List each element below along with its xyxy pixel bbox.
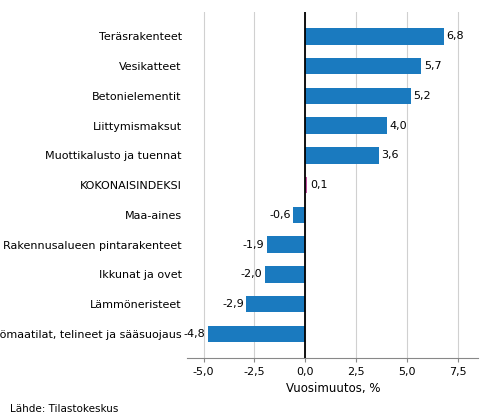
Bar xyxy=(305,177,307,193)
Text: -2,0: -2,0 xyxy=(241,270,262,280)
Bar xyxy=(305,88,411,104)
Text: 6,8: 6,8 xyxy=(446,31,464,41)
X-axis label: Vuosimuutos, %: Vuosimuutos, % xyxy=(285,382,380,395)
Text: -2,9: -2,9 xyxy=(222,299,244,309)
Text: 5,2: 5,2 xyxy=(414,91,431,101)
Bar xyxy=(305,147,379,163)
Text: 5,7: 5,7 xyxy=(423,61,441,71)
Bar xyxy=(267,236,305,253)
Bar xyxy=(246,296,305,312)
Bar xyxy=(305,58,421,74)
Text: -4,8: -4,8 xyxy=(183,329,205,339)
Text: -1,9: -1,9 xyxy=(243,240,264,250)
Bar xyxy=(293,207,305,223)
Text: 4,0: 4,0 xyxy=(389,121,407,131)
Text: 0,1: 0,1 xyxy=(310,180,327,190)
Text: 3,6: 3,6 xyxy=(381,150,398,160)
Bar xyxy=(305,117,387,134)
Text: -0,6: -0,6 xyxy=(269,210,291,220)
Bar xyxy=(208,326,305,342)
Bar xyxy=(305,28,444,45)
Bar xyxy=(265,266,305,282)
Text: Lähde: Tilastokeskus: Lähde: Tilastokeskus xyxy=(10,404,118,414)
